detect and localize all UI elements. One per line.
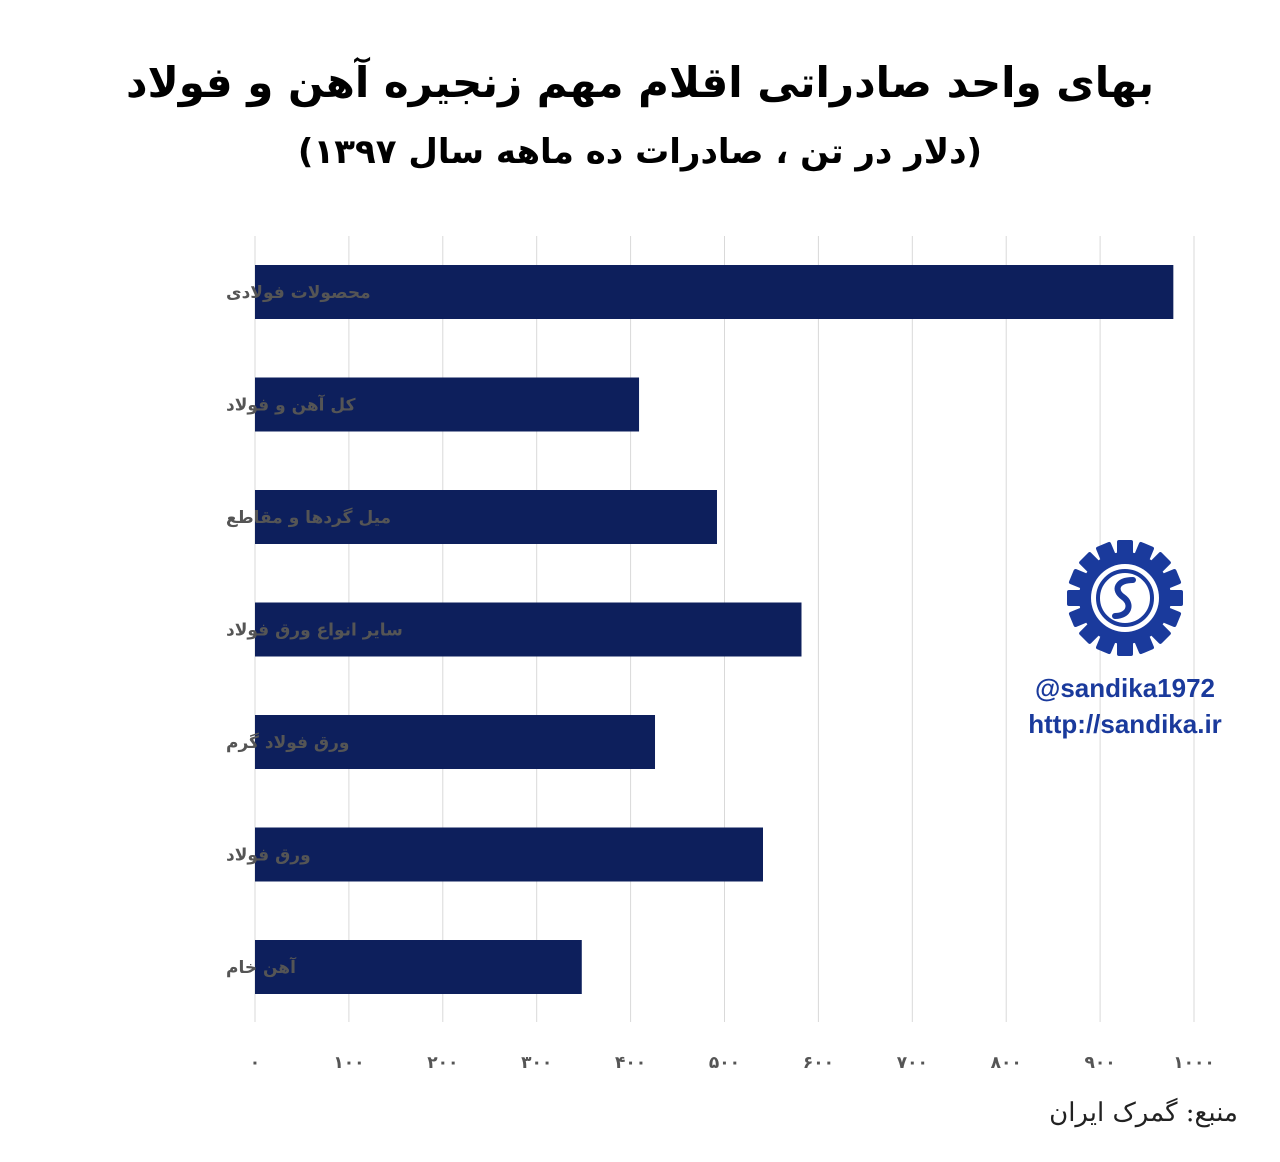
- bar: [255, 490, 717, 544]
- x-tick-label: ۱۰۰۰: [1173, 1053, 1215, 1073]
- x-tick-label: ۰: [250, 1053, 260, 1073]
- x-tick-label: ۵۰۰: [709, 1053, 740, 1073]
- x-tick-label: ۷۰۰: [897, 1053, 928, 1073]
- x-tick-label: ۴۰۰: [615, 1053, 646, 1073]
- x-tick-label: ۶۰۰: [803, 1053, 834, 1073]
- bar: [255, 265, 1174, 319]
- x-tick-label: ۲۰۰: [427, 1053, 458, 1073]
- category-label: محصولات فولادی: [226, 283, 371, 303]
- brand-handle: @sandika1972: [1034, 673, 1216, 703]
- category-label: سایر انواع ورق فولاد: [226, 621, 403, 641]
- x-tick-label: ۹۰۰: [1085, 1053, 1116, 1073]
- chart-subtitle: (دلار در تن ، صادرات ده ماهه سال ۱۳۹۷): [297, 132, 983, 172]
- brand-block: @sandika1972 http://sandika.ir: [1000, 540, 1250, 742]
- bar: [255, 377, 640, 432]
- x-tick-label: ۱۰۰: [333, 1053, 364, 1073]
- category-label: کل آهن و فولاد: [226, 394, 356, 416]
- category-label: آهن خام: [226, 956, 297, 978]
- chart-title: بهای واحد صادراتی اقلام مهم زنجیره آهن و…: [125, 58, 1155, 107]
- category-label: ورق فولاد: [226, 846, 311, 866]
- bar: [255, 827, 763, 882]
- bar: [255, 940, 582, 994]
- x-tick-label: ۸۰۰: [991, 1053, 1022, 1073]
- category-label: میل گردها و مقاطع: [226, 507, 391, 528]
- sandika-logo-icon: [1067, 540, 1183, 656]
- source-note: منبع: گمرک ایران: [1049, 1098, 1238, 1128]
- brand-url: http://sandika.ir: [1028, 709, 1222, 739]
- x-tick-label: ۳۰۰: [521, 1053, 552, 1073]
- category-label: ورق فولاد گرم: [226, 732, 349, 753]
- bar: [255, 715, 656, 769]
- bar: [255, 602, 802, 657]
